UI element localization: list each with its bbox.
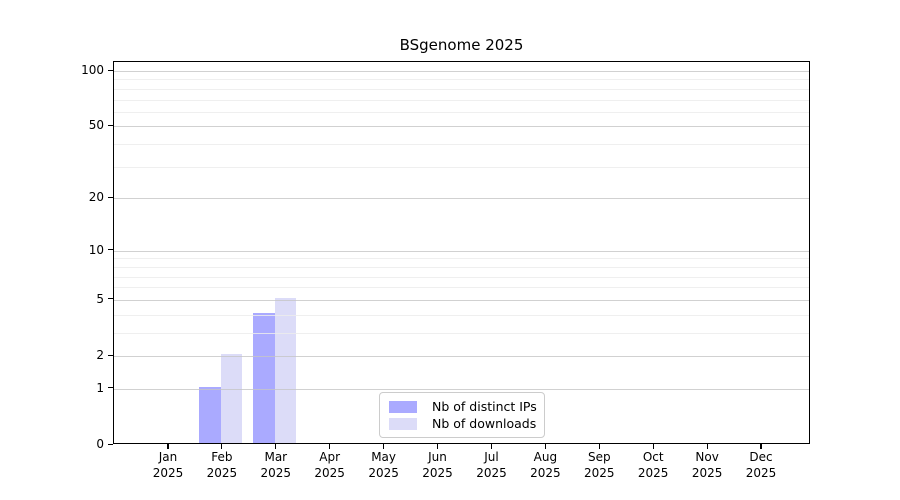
chart-title: BSgenome 2025 <box>399 36 524 54</box>
x-tick-label: Sep 2025 <box>584 450 615 480</box>
major-gridline <box>114 299 809 301</box>
y-tick-label: 0 <box>96 437 104 451</box>
x-tick-mark <box>221 444 223 449</box>
x-tick-label: May 2025 <box>368 450 399 480</box>
x-tick-mark <box>490 444 493 449</box>
bar-downloads <box>274 297 296 443</box>
y-tick-label: 1 <box>96 380 104 395</box>
minor-gridline <box>114 266 809 268</box>
y-tick-mark <box>108 196 113 198</box>
bar-distinct-ips <box>198 386 221 443</box>
x-tick-mark <box>167 444 169 449</box>
x-tick-mark <box>544 444 546 449</box>
minor-gridline <box>114 287 809 289</box>
x-tick-mark <box>436 444 439 449</box>
minor-gridline <box>114 99 809 101</box>
y-tick-label: 50 <box>88 118 104 133</box>
minor-gridline <box>114 88 809 90</box>
major-gridline <box>114 388 809 390</box>
major-gridline <box>114 198 809 200</box>
y-tick-mark <box>108 69 113 71</box>
y-tick-label: 20 <box>88 190 104 205</box>
legend-label: Nb of downloads <box>432 416 537 431</box>
x-tick-label: Dec 2025 <box>745 450 777 480</box>
minor-gridline <box>114 276 809 278</box>
y-tick-mark <box>108 298 113 300</box>
plot-area <box>113 61 810 444</box>
major-gridline <box>114 126 809 128</box>
major-gridline <box>114 250 809 252</box>
legend-label: Nb of distinct IPs <box>432 399 537 414</box>
minor-gridline <box>114 79 809 81</box>
minor-gridline <box>114 144 809 146</box>
x-tick-mark <box>652 444 654 449</box>
minor-gridline <box>114 314 809 316</box>
x-tick-label: Oct 2025 <box>637 450 669 480</box>
x-tick-label: Mar 2025 <box>260 450 292 480</box>
x-tick-label: Apr 2025 <box>314 450 345 480</box>
y-tick-label: 10 <box>88 242 104 257</box>
y-tick-label: 5 <box>96 291 104 306</box>
bar-downloads <box>220 354 242 443</box>
x-tick-label: Jul 2025 <box>476 450 507 480</box>
legend-swatch-distinct-ips <box>389 400 417 413</box>
major-gridline <box>114 71 809 72</box>
y-tick-label: 2 <box>96 348 104 362</box>
x-tick-label: Nov 2025 <box>691 450 723 480</box>
y-tick-mark <box>108 124 113 127</box>
x-tick-label: Aug 2025 <box>530 450 561 480</box>
y-tick-label: 100 <box>81 63 104 77</box>
x-tick-mark <box>760 444 762 449</box>
x-tick-label: Feb 2025 <box>206 450 238 480</box>
minor-gridline <box>114 166 809 168</box>
x-tick-mark <box>329 444 331 449</box>
y-tick-mark <box>108 387 113 389</box>
x-tick-label: Jun 2025 <box>422 450 453 480</box>
y-tick-mark <box>108 249 113 251</box>
major-gridline <box>114 356 809 357</box>
x-tick-label: Jan 2025 <box>152 450 184 480</box>
bar-distinct-ips <box>252 312 275 443</box>
minor-gridline <box>114 332 809 334</box>
legend: Nb of distinct IPs Nb of downloads <box>379 392 545 438</box>
x-tick-mark <box>706 444 708 449</box>
x-tick-mark <box>383 444 385 449</box>
y-tick-mark <box>108 354 113 356</box>
legend-item: Nb of distinct IPs <box>389 398 537 415</box>
minor-gridline <box>114 111 809 113</box>
legend-swatch-downloads <box>389 417 417 430</box>
legend-item: Nb of downloads <box>389 415 536 432</box>
minor-gridline <box>114 258 809 260</box>
x-tick-mark <box>598 444 600 449</box>
x-tick-mark <box>275 444 277 449</box>
y-tick-mark <box>108 443 113 445</box>
